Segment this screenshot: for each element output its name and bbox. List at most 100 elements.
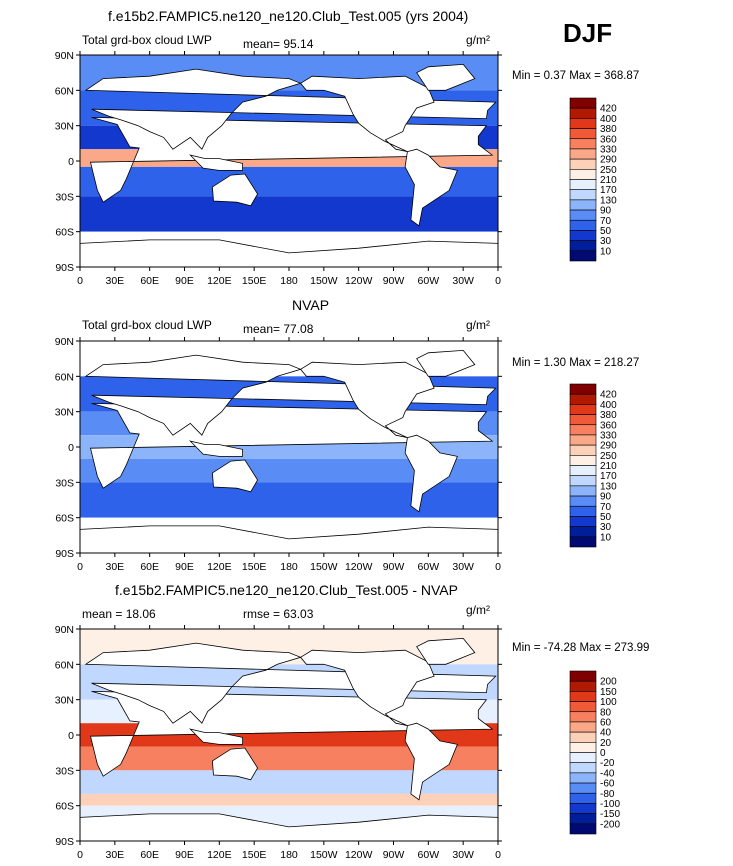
panel-1-units: g/m² bbox=[466, 33, 490, 47]
lat-tick-label: 60N bbox=[55, 659, 74, 671]
panel-2-title: NVAP bbox=[292, 297, 330, 313]
lon-tick-label: 60W bbox=[418, 561, 440, 573]
lon-tick-label: 30E bbox=[105, 561, 124, 573]
lon-tick-label: 120W bbox=[345, 275, 373, 287]
continent-australia-2 bbox=[211, 459, 259, 493]
lon-tick-label: 150E bbox=[242, 561, 267, 573]
colorbar-box-3 bbox=[569, 691, 597, 702]
colorbar-box-1 bbox=[569, 97, 597, 109]
colorbar-box-3 bbox=[569, 680, 597, 692]
lon-tick-label: 30W bbox=[452, 275, 474, 287]
colorbar-label: 210 bbox=[600, 461, 617, 472]
lon-tick-label: 60E bbox=[140, 561, 159, 573]
colorbar-box-2 bbox=[569, 495, 597, 507]
continent-eurasia-3 bbox=[84, 642, 497, 724]
colorbar-box-2 bbox=[569, 536, 597, 548]
colorbar-label: 360 bbox=[600, 420, 617, 431]
lon-tick-label: 90W bbox=[383, 849, 405, 861]
continent-samerica-3 bbox=[404, 722, 458, 801]
season-label: DJF bbox=[563, 18, 613, 48]
colorbar-box-3 bbox=[569, 803, 597, 814]
lon-tick-label: 120E bbox=[207, 561, 232, 573]
lon-tick-label: 30E bbox=[105, 275, 124, 287]
colorbar-box-3 bbox=[569, 782, 597, 794]
colorbar-label: -150 bbox=[600, 809, 620, 820]
field-band-2-5 bbox=[80, 482, 498, 518]
lon-tick-label: 150E bbox=[242, 849, 267, 861]
lat-tick-label: 90N bbox=[55, 50, 74, 62]
lon-tick-label: 90E bbox=[175, 275, 194, 287]
colorbar-label: 170 bbox=[600, 185, 617, 196]
continent-eurasia-1 bbox=[84, 68, 497, 150]
continent-greenland-2 bbox=[416, 349, 476, 377]
lon-tick-label: 120W bbox=[345, 849, 373, 861]
colorbar-box-1 bbox=[569, 209, 597, 221]
lon-tick-label: 0 bbox=[495, 849, 501, 861]
continent-namerica-1 bbox=[299, 75, 435, 152]
lat-tick-label: 30S bbox=[55, 765, 74, 777]
colorbar-label: 10 bbox=[600, 532, 612, 543]
colorbar-box-1 bbox=[569, 179, 597, 190]
continent-australia-1 bbox=[211, 173, 259, 207]
colorbar-label: 20 bbox=[600, 738, 612, 749]
continent-namerica-3 bbox=[299, 649, 435, 726]
colorbar-box-1 bbox=[569, 219, 597, 231]
lat-tick-label: 0 bbox=[68, 156, 74, 168]
lon-tick-label: 90W bbox=[383, 275, 405, 287]
panel-3-rmse: rmse = 63.03 bbox=[243, 607, 314, 621]
lat-tick-label: 60N bbox=[55, 371, 74, 383]
colorbar-box-1 bbox=[569, 118, 597, 129]
panel-1-mean: mean= 95.14 bbox=[243, 37, 314, 51]
colorbar-label: 70 bbox=[600, 502, 612, 513]
lon-tick-label: 60E bbox=[140, 275, 159, 287]
colorbar-box-2 bbox=[569, 383, 597, 395]
colorbar-label: 70 bbox=[600, 216, 612, 227]
lat-tick-label: 60S bbox=[55, 513, 74, 525]
colorbar-label: 200 bbox=[600, 677, 617, 688]
panel-3-mean: mean = 18.06 bbox=[82, 607, 156, 621]
colorbar-box-3 bbox=[569, 772, 597, 784]
colorbar-label: 210 bbox=[600, 175, 617, 186]
colorbar-label: -40 bbox=[600, 768, 615, 779]
colorbar-box-1 bbox=[569, 199, 597, 211]
lat-tick-label: 30N bbox=[55, 695, 74, 707]
colorbar-box-3 bbox=[569, 721, 597, 733]
colorbar-label: 0 bbox=[600, 748, 606, 759]
panel-2-units: g/m² bbox=[466, 318, 490, 332]
lon-tick-label: 0 bbox=[77, 849, 83, 861]
colorbar-label: 290 bbox=[600, 441, 617, 452]
lon-tick-label: 30W bbox=[452, 849, 474, 861]
lon-tick-label: 150W bbox=[310, 275, 338, 287]
lon-tick-label: 180 bbox=[280, 849, 298, 861]
lon-tick-label: 90E bbox=[175, 561, 194, 573]
continent-greenland-3 bbox=[416, 637, 476, 665]
lat-tick-label: 90S bbox=[55, 548, 74, 560]
colorbar-label: 10 bbox=[600, 246, 612, 257]
lon-tick-label: 150W bbox=[310, 561, 338, 573]
colorbar-box-3 bbox=[569, 670, 597, 682]
lon-tick-label: 0 bbox=[77, 275, 83, 287]
colorbar-box-1 bbox=[569, 169, 597, 180]
colorbar-label: 30 bbox=[600, 522, 612, 533]
lon-tick-label: 0 bbox=[495, 561, 501, 573]
lat-tick-label: 0 bbox=[68, 442, 74, 454]
lat-tick-label: 90N bbox=[55, 336, 74, 348]
colorbar-box-3 bbox=[569, 823, 597, 835]
colorbar-box-3 bbox=[569, 752, 597, 763]
colorbar-label: 100 bbox=[600, 697, 617, 708]
colorbar-box-2 bbox=[569, 424, 597, 436]
lon-tick-label: 150W bbox=[310, 849, 338, 861]
colorbar-box-3 bbox=[569, 711, 597, 723]
lat-tick-label: 30S bbox=[55, 477, 74, 489]
colorbar-box-2 bbox=[569, 485, 597, 497]
colorbar-label: -200 bbox=[600, 819, 620, 830]
lon-tick-label: 30E bbox=[105, 849, 124, 861]
lat-tick-label: 60S bbox=[55, 227, 74, 239]
colorbar-label: 250 bbox=[600, 451, 617, 462]
lon-tick-label: 180 bbox=[280, 561, 298, 573]
colorbar-label: 400 bbox=[600, 400, 617, 411]
lat-tick-label: 60N bbox=[55, 85, 74, 97]
colorbar-box-2 bbox=[569, 465, 597, 476]
colorbar-box-1 bbox=[569, 230, 597, 241]
colorbar-label: -20 bbox=[600, 758, 615, 769]
